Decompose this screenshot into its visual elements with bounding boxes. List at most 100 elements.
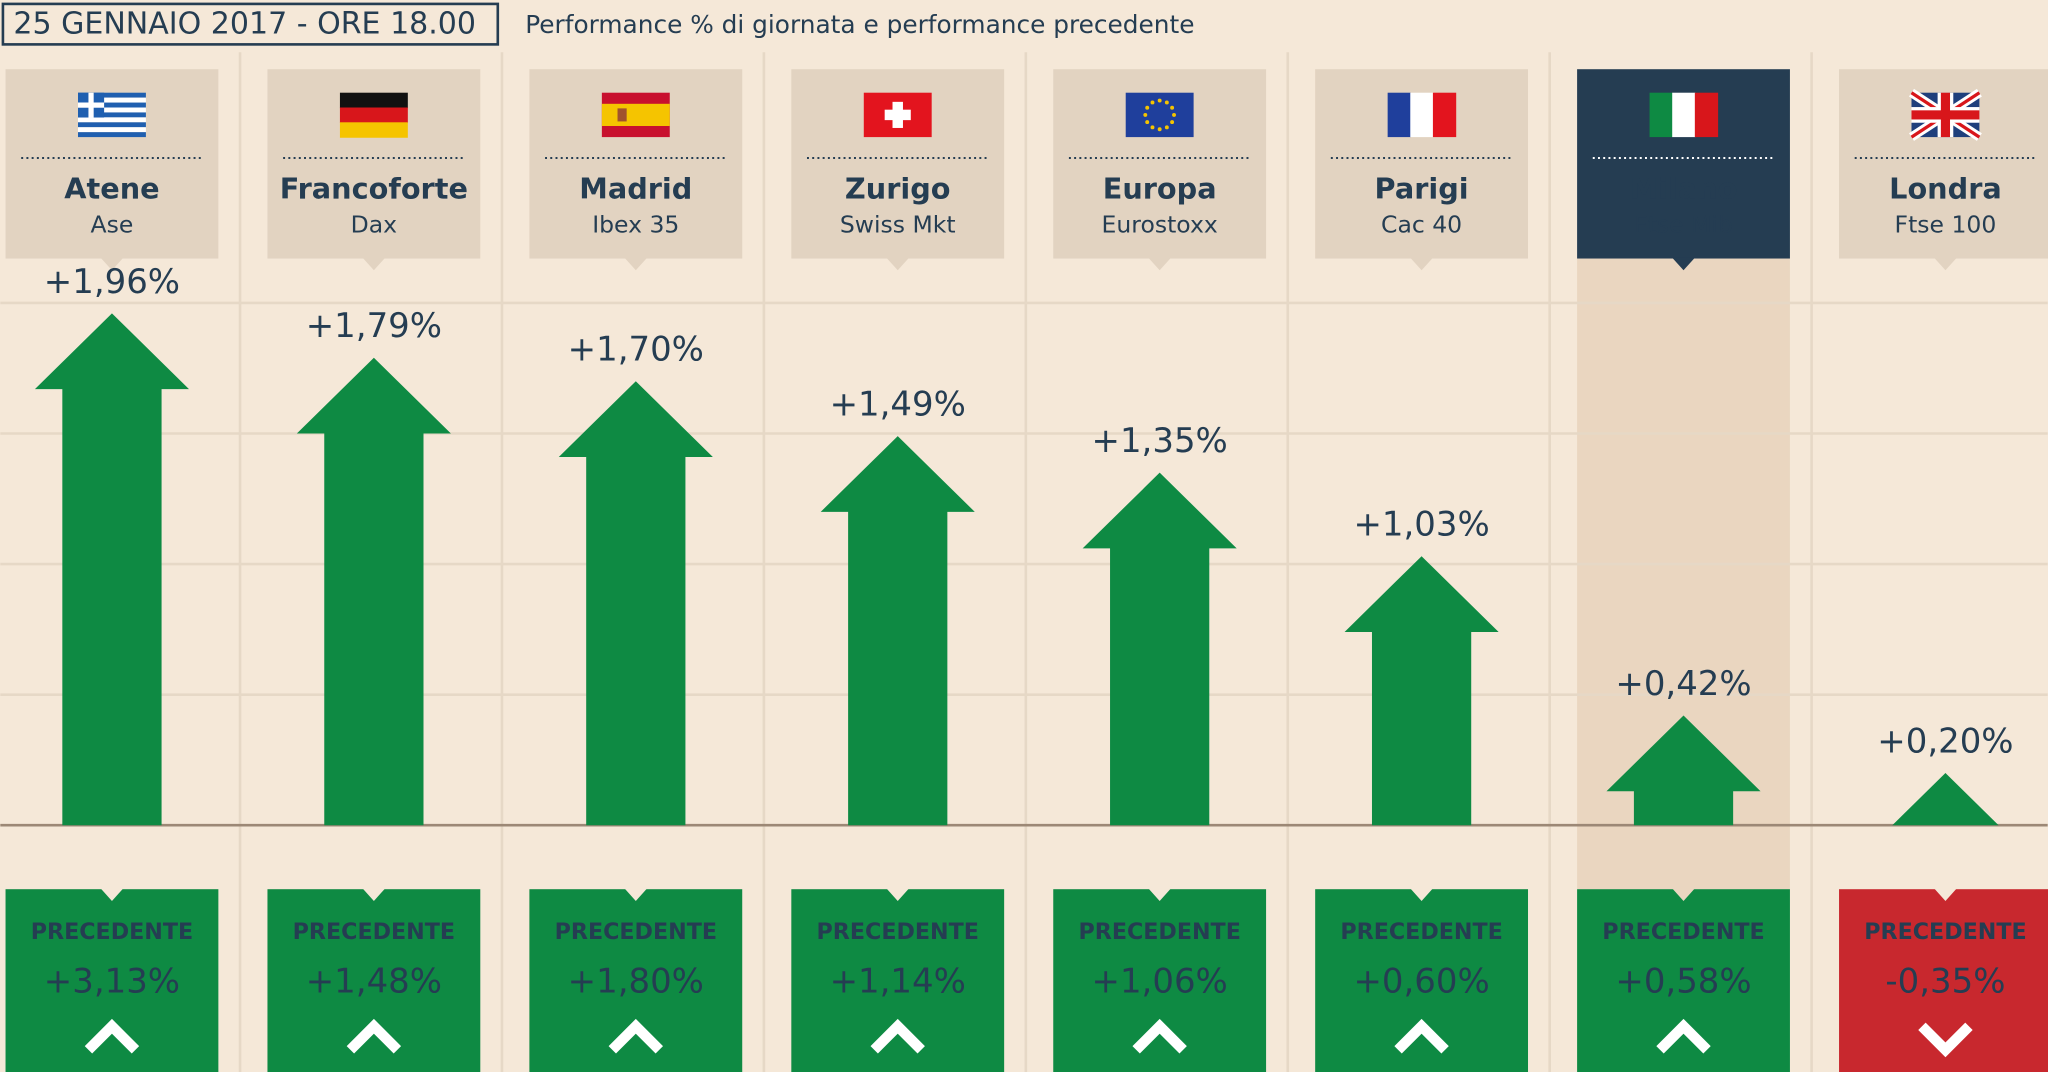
index-label: Dax xyxy=(351,210,397,238)
value-label: +1,70% xyxy=(568,330,704,370)
previous-value: -0,35% xyxy=(1885,962,2005,1002)
city-label: Zurigo xyxy=(845,172,951,206)
chart-title: 25 GENNAIO 2017 - ORE 18.00 xyxy=(13,6,476,41)
previous-title: PRECEDENTE xyxy=(1078,919,1240,945)
value-label: +1,03% xyxy=(1353,505,1489,545)
previous-chevron xyxy=(346,1018,402,1054)
flag xyxy=(863,92,932,138)
header-pointer xyxy=(100,257,124,271)
flag-part xyxy=(1145,120,1150,125)
header-pointer xyxy=(362,257,386,271)
index-label: Ftse Mib xyxy=(1634,210,1733,238)
previous-value: +1,14% xyxy=(830,962,966,1002)
arrow xyxy=(1892,772,1999,826)
flag-part xyxy=(1694,92,1719,138)
flag-part xyxy=(1672,92,1696,138)
header-pointer xyxy=(1671,257,1696,271)
index-label: Cac 40 xyxy=(1381,210,1462,238)
index-label: Ftse 100 xyxy=(1895,210,1997,238)
header-pointer xyxy=(885,257,910,271)
previous-notch xyxy=(1933,887,1958,901)
flag-part xyxy=(1649,92,1673,138)
flag-part xyxy=(1170,105,1175,110)
previous-notch xyxy=(624,887,648,901)
previous-title: PRECEDENTE xyxy=(293,919,455,945)
previous-value: +0,60% xyxy=(1353,962,1489,1002)
city-label: Madrid xyxy=(579,172,692,206)
flag-part xyxy=(78,117,146,123)
previous-notch xyxy=(362,887,386,901)
previous-box xyxy=(1315,889,1529,1072)
flag-part xyxy=(1410,92,1434,138)
previous-value: +0,58% xyxy=(1615,962,1751,1002)
flag-part xyxy=(1150,100,1155,105)
city-label: Londra xyxy=(1889,172,2002,206)
flag-part xyxy=(1387,92,1411,138)
previous-title: PRECEDENTE xyxy=(1340,919,1502,945)
previous-chevron xyxy=(608,1018,664,1054)
flag-part xyxy=(1172,112,1176,117)
flag-part xyxy=(78,107,146,113)
flag-part xyxy=(78,102,105,108)
value-label: +1,79% xyxy=(306,306,442,346)
index-label: Swiss Mkt xyxy=(840,210,956,238)
flag xyxy=(339,92,408,138)
arrow xyxy=(34,313,189,826)
flag-part xyxy=(78,127,146,133)
previous-chevron xyxy=(1918,1022,1973,1058)
previous-box xyxy=(267,889,481,1072)
flag-part xyxy=(1145,105,1150,110)
value-label: +1,96% xyxy=(44,262,180,302)
flag xyxy=(1125,92,1194,138)
previous-value: +1,06% xyxy=(1092,962,1228,1002)
flag-part xyxy=(1157,98,1162,103)
flag-part xyxy=(1164,125,1169,130)
flag xyxy=(1909,88,1982,141)
value-label: +0,42% xyxy=(1615,664,1751,704)
flag-part xyxy=(78,92,146,98)
arrow xyxy=(296,357,451,826)
previous-notch xyxy=(885,887,910,901)
flag-part xyxy=(1911,110,1980,120)
previous-box xyxy=(791,889,1005,1072)
value-label: +1,35% xyxy=(1092,421,1228,461)
flag-part xyxy=(339,107,408,123)
city-label: Europa xyxy=(1103,172,1217,206)
flag-part xyxy=(1164,100,1169,105)
city-label: Francoforte xyxy=(280,172,468,206)
flag-part xyxy=(1170,120,1175,125)
value-label: +1,49% xyxy=(830,385,966,425)
flag xyxy=(78,92,146,138)
previous-notch xyxy=(1409,887,1434,901)
previous-title: PRECEDENTE xyxy=(1602,919,1764,945)
header-pointer xyxy=(1933,257,1958,271)
arrow xyxy=(1344,556,1499,826)
arrow xyxy=(558,381,713,826)
previous-chevron xyxy=(870,1018,925,1054)
previous-title: PRECEDENTE xyxy=(555,919,717,945)
flag-part xyxy=(1157,127,1162,132)
flag-part xyxy=(78,112,146,118)
index-label: Eurostoxx xyxy=(1102,210,1218,238)
index-label: Ase xyxy=(91,210,134,238)
previous-chevron xyxy=(1132,1018,1187,1054)
arrow xyxy=(820,436,975,826)
previous-value: +3,13% xyxy=(44,962,180,1002)
city-label: Parigi xyxy=(1375,172,1469,206)
previous-chevron xyxy=(1656,1018,1711,1054)
flag-part xyxy=(1150,125,1155,130)
previous-box xyxy=(1053,889,1267,1072)
previous-notch xyxy=(100,887,124,901)
previous-box xyxy=(5,889,219,1072)
city-label: Atene xyxy=(64,172,159,206)
chart-subtitle: Performance % di giornata e performance … xyxy=(525,10,1194,39)
header-pointer xyxy=(624,257,648,271)
flag-part xyxy=(1432,92,1457,138)
previous-box xyxy=(529,889,743,1072)
header-pointer xyxy=(1147,257,1172,271)
previous-notch xyxy=(1147,887,1172,901)
flag-part xyxy=(339,92,408,109)
index-label: Ibex 35 xyxy=(592,210,679,238)
previous-value: +1,80% xyxy=(568,962,704,1002)
